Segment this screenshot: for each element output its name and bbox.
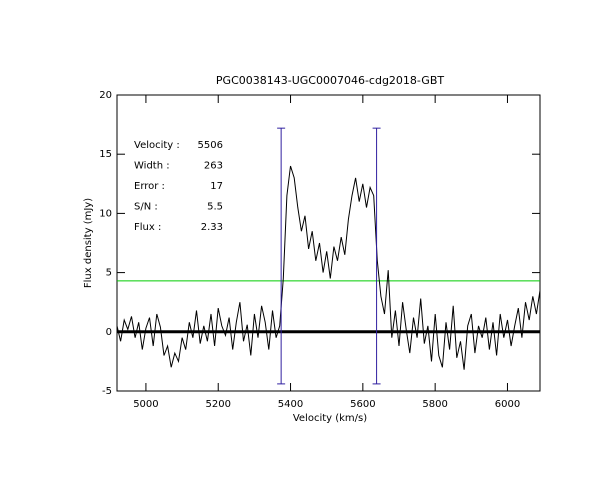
annotation-value: 17: [210, 181, 223, 192]
x-tick-label: 5800: [422, 399, 447, 410]
annotation-label: Velocity :: [134, 140, 180, 151]
y-tick-label: -5: [102, 386, 112, 397]
x-tick-label: 5200: [206, 399, 231, 410]
annotation-value: 2.33: [201, 222, 223, 233]
x-tick-label: 5600: [350, 399, 375, 410]
x-axis-label: Velocity (km/s): [293, 413, 367, 424]
y-axis-label: Flux density (mJy): [83, 198, 94, 288]
y-tick-label: 15: [99, 149, 112, 160]
annotation-label: Error :: [134, 181, 165, 192]
annotation-value: 5.5: [207, 202, 223, 213]
spectrum-line: [117, 165, 540, 370]
y-tick-label: 20: [99, 90, 112, 101]
annotation-value: 263: [204, 161, 223, 172]
annotation-value: 5506: [198, 140, 223, 151]
x-tick-label: 5000: [133, 399, 158, 410]
plot-frame: [116, 94, 541, 392]
annotation-label: Flux :: [134, 222, 161, 233]
chart-title: PGC0038143-UGC0007046-cdg2018-GBT: [216, 74, 444, 87]
annotation-label: S/N :: [134, 202, 158, 213]
x-tick-label: 6000: [495, 399, 520, 410]
annotation-label: Width :: [134, 161, 170, 172]
x-tick-label: 5400: [278, 399, 303, 410]
y-tick-label: 10: [99, 208, 112, 219]
y-tick-label: 0: [106, 327, 112, 338]
y-tick-label: 5: [106, 268, 112, 279]
